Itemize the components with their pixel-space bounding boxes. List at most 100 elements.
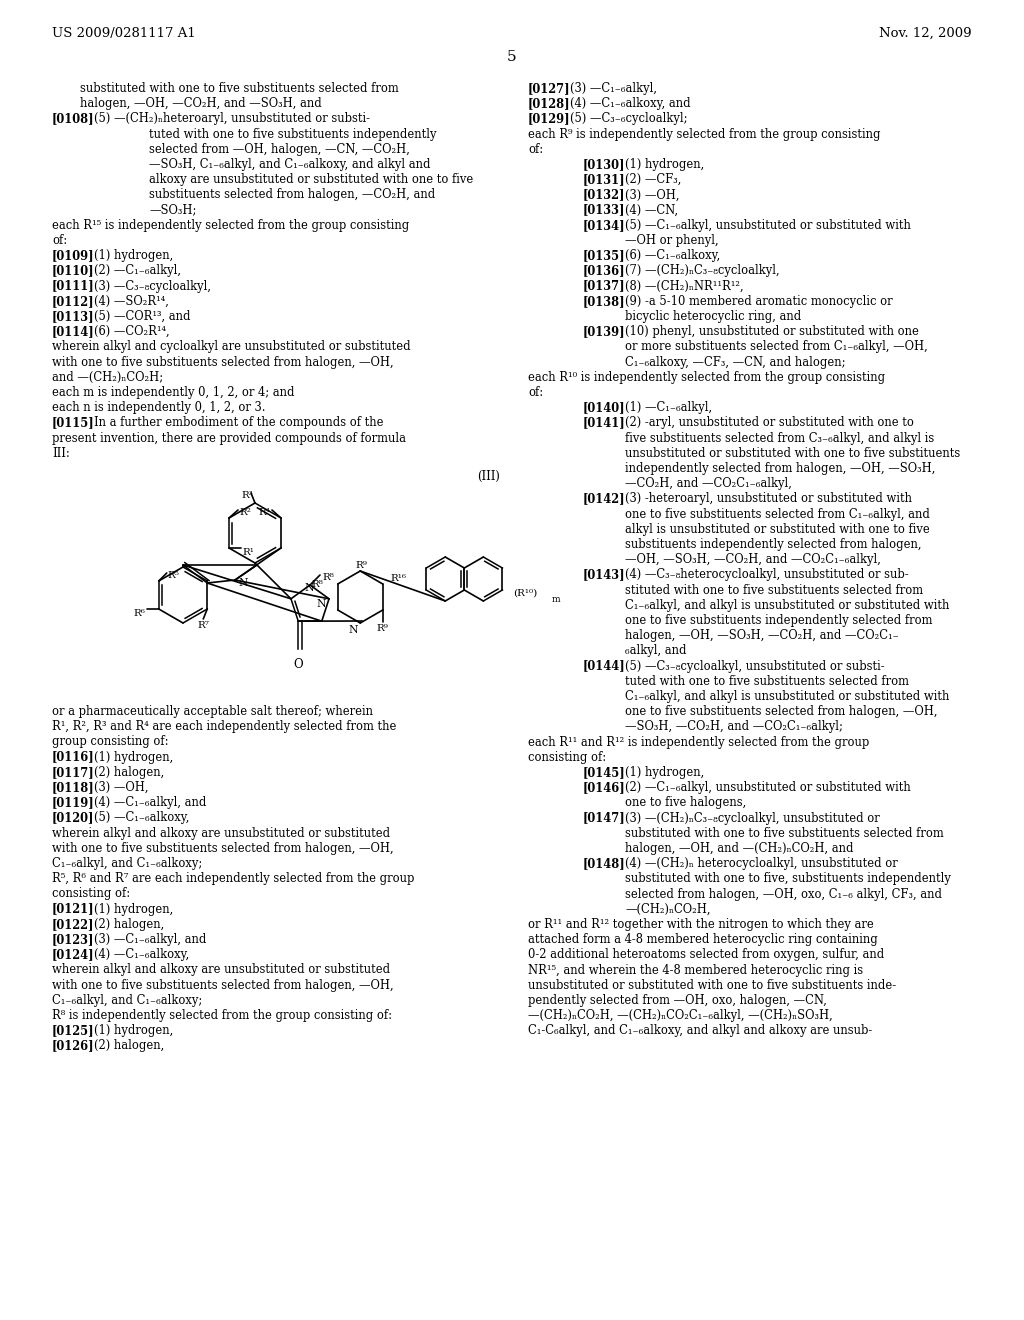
- Text: C₁₋₆alkoxy, —CF₃, —CN, and halogen;: C₁₋₆alkoxy, —CF₃, —CN, and halogen;: [625, 355, 846, 368]
- Text: N: N: [238, 578, 248, 587]
- Text: [0137]: [0137]: [583, 280, 626, 293]
- Text: [0117]: [0117]: [52, 766, 95, 779]
- Text: [0126]: [0126]: [52, 1039, 94, 1052]
- Text: five substituents selected from C₃₋₆alkyl, and alkyl is: five substituents selected from C₃₋₆alky…: [625, 432, 934, 445]
- Text: (1) hydrogen,: (1) hydrogen,: [94, 1024, 173, 1038]
- Text: tuted with one to five substituents independently: tuted with one to five substituents inde…: [150, 128, 436, 141]
- Text: R⁶: R⁶: [134, 609, 145, 618]
- Text: halogen, —OH, —CO₂H, and —SO₃H, and: halogen, —OH, —CO₂H, and —SO₃H, and: [80, 98, 322, 110]
- Text: (7) —(CH₂)ₙC₃₋₈cycloalkyl,: (7) —(CH₂)ₙC₃₋₈cycloalkyl,: [625, 264, 779, 277]
- Text: [0141]: [0141]: [583, 416, 626, 429]
- Text: [0132]: [0132]: [583, 189, 626, 202]
- Text: (5) —COR¹³, and: (5) —COR¹³, and: [94, 310, 190, 323]
- Text: one to five halogens,: one to five halogens,: [625, 796, 746, 809]
- Text: stituted with one to five substituents selected from: stituted with one to five substituents s…: [625, 583, 923, 597]
- Text: [0131]: [0131]: [583, 173, 626, 186]
- Text: one to five substituents independently selected from: one to five substituents independently s…: [625, 614, 933, 627]
- Text: C₁₋₆alkyl, and alkyl is unsubstituted or substituted with: C₁₋₆alkyl, and alkyl is unsubstituted or…: [625, 690, 949, 704]
- Text: R⁴: R⁴: [258, 508, 270, 517]
- Text: N: N: [316, 599, 326, 609]
- Text: (2) —C₁₋₆alkyl, unsubstituted or substituted with: (2) —C₁₋₆alkyl, unsubstituted or substit…: [625, 781, 910, 795]
- Text: each R⁹ is independently selected from the group consisting: each R⁹ is independently selected from t…: [528, 128, 881, 141]
- Text: with one to five substituents selected from halogen, —OH,: with one to five substituents selected f…: [52, 842, 393, 855]
- Text: [0130]: [0130]: [583, 158, 626, 172]
- Text: (3) —OH,: (3) —OH,: [94, 781, 148, 795]
- Text: [0134]: [0134]: [583, 219, 626, 232]
- Text: with one to five substituents selected from halogen, —OH,: with one to five substituents selected f…: [52, 355, 393, 368]
- Text: (6) —CO₂R¹⁴,: (6) —CO₂R¹⁴,: [94, 325, 170, 338]
- Text: or a pharmaceutically acceptable salt thereof; wherein: or a pharmaceutically acceptable salt th…: [52, 705, 373, 718]
- Text: C₁-C₆alkyl, and C₁₋₆alkoxy, and alkyl and alkoxy are unsub-: C₁-C₆alkyl, and C₁₋₆alkoxy, and alkyl an…: [528, 1024, 872, 1038]
- Text: substituted with one to five, substituents independently: substituted with one to five, substituen…: [625, 873, 951, 886]
- Text: R⁹: R⁹: [355, 561, 368, 570]
- Text: (6) —C₁₋₆alkoxy,: (6) —C₁₋₆alkoxy,: [625, 249, 720, 263]
- Text: —CO₂H, and —CO₂C₁₋₆alkyl,: —CO₂H, and —CO₂C₁₋₆alkyl,: [625, 478, 792, 490]
- Text: each m is independently 0, 1, 2, or 4; and: each m is independently 0, 1, 2, or 4; a…: [52, 385, 295, 399]
- Text: unsubstituted or substituted with one to five substituents: unsubstituted or substituted with one to…: [625, 446, 961, 459]
- Text: R²: R²: [239, 508, 251, 517]
- Text: N: N: [349, 624, 358, 635]
- Text: —(CH₂)ₙCO₂H,: —(CH₂)ₙCO₂H,: [625, 903, 711, 916]
- Text: [0143]: [0143]: [583, 569, 626, 581]
- Text: (8) —(CH₂)ₙNR¹¹R¹²,: (8) —(CH₂)ₙNR¹¹R¹²,: [625, 280, 743, 293]
- Text: wherein alkyl and alkoxy are unsubstituted or substituted: wherein alkyl and alkoxy are unsubstitut…: [52, 964, 390, 977]
- Text: R⁷: R⁷: [198, 620, 209, 630]
- Text: halogen, —OH, and —(CH₂)ₙCO₂H, and: halogen, —OH, and —(CH₂)ₙCO₂H, and: [625, 842, 853, 855]
- Text: —OH or phenyl,: —OH or phenyl,: [625, 234, 719, 247]
- Text: (1) hydrogen,: (1) hydrogen,: [94, 249, 173, 263]
- Text: R¹: R¹: [242, 548, 254, 557]
- Text: halogen, —OH, —SO₃H, —CO₂H, and —CO₂C₁₋: halogen, —OH, —SO₃H, —CO₂H, and —CO₂C₁₋: [625, 630, 899, 643]
- Text: (10) phenyl, unsubstituted or substituted with one: (10) phenyl, unsubstituted or substitute…: [625, 325, 919, 338]
- Text: consisting of:: consisting of:: [52, 887, 130, 900]
- Text: and —(CH₂)ₙCO₂H;: and —(CH₂)ₙCO₂H;: [52, 371, 163, 384]
- Text: (5) —C₃₋₈cycloalkyl, unsubstituted or substi-: (5) —C₃₋₈cycloalkyl, unsubstituted or su…: [625, 660, 885, 673]
- Text: tuted with one to five substituents selected from: tuted with one to five substituents sele…: [625, 675, 909, 688]
- Text: [0128]: [0128]: [528, 98, 570, 110]
- Text: (4) —SO₂R¹⁴,: (4) —SO₂R¹⁴,: [94, 294, 169, 308]
- Text: (4) —C₃₋₈heterocycloalkyl, unsubstituted or sub-: (4) —C₃₋₈heterocycloalkyl, unsubstituted…: [625, 569, 908, 581]
- Text: R¹⁶: R¹⁶: [391, 574, 407, 583]
- Text: substituted with one to five substituents selected from: substituted with one to five substituent…: [80, 82, 398, 95]
- Text: [0142]: [0142]: [583, 492, 626, 506]
- Text: (3) —(CH₂)ₙC₃₋₈cycloalkyl, unsubstituted or: (3) —(CH₂)ₙC₃₋₈cycloalkyl, unsubstituted…: [625, 812, 880, 825]
- Text: [0147]: [0147]: [583, 812, 626, 825]
- Text: [0133]: [0133]: [583, 203, 626, 216]
- Text: (5) —C₁₋₆alkoxy,: (5) —C₁₋₆alkoxy,: [94, 812, 189, 825]
- Text: independently selected from halogen, —OH, —SO₃H,: independently selected from halogen, —OH…: [625, 462, 935, 475]
- Text: R⁸: R⁸: [322, 573, 334, 582]
- Text: each n is independently 0, 1, 2, or 3.: each n is independently 0, 1, 2, or 3.: [52, 401, 265, 414]
- Text: [0124]: [0124]: [52, 948, 94, 961]
- Text: bicyclic heterocyclic ring, and: bicyclic heterocyclic ring, and: [625, 310, 801, 323]
- Text: [0146]: [0146]: [583, 781, 626, 795]
- Text: (5) —C₁₋₆alkyl, unsubstituted or substituted with: (5) —C₁₋₆alkyl, unsubstituted or substit…: [625, 219, 911, 232]
- Text: [0116]: [0116]: [52, 751, 95, 763]
- Text: (3) -heteroaryl, unsubstituted or substituted with: (3) -heteroaryl, unsubstituted or substi…: [625, 492, 912, 506]
- Text: (4) —C₁₋₆alkyl, and: (4) —C₁₋₆alkyl, and: [94, 796, 207, 809]
- Text: US 2009/0281117 A1: US 2009/0281117 A1: [52, 26, 196, 40]
- Text: In a further embodiment of the compounds of the: In a further embodiment of the compounds…: [94, 416, 384, 429]
- Text: (4) —C₁₋₆alkoxy, and: (4) —C₁₋₆alkoxy, and: [570, 98, 690, 110]
- Text: [0138]: [0138]: [583, 294, 626, 308]
- Text: N: N: [304, 583, 313, 593]
- Text: or R¹¹ and R¹² together with the nitrogen to which they are: or R¹¹ and R¹² together with the nitroge…: [528, 917, 873, 931]
- Text: —SO₃H;: —SO₃H;: [150, 203, 197, 216]
- Text: [0110]: [0110]: [52, 264, 94, 277]
- Text: (2) —CF₃,: (2) —CF₃,: [625, 173, 681, 186]
- Text: substituents independently selected from halogen,: substituents independently selected from…: [625, 539, 922, 550]
- Text: pendently selected from —OH, oxo, halogen, —CN,: pendently selected from —OH, oxo, haloge…: [528, 994, 826, 1007]
- Text: each R¹¹ and R¹² is independently selected from the group: each R¹¹ and R¹² is independently select…: [528, 735, 869, 748]
- Text: [0136]: [0136]: [583, 264, 626, 277]
- Text: R¹, R², R³ and R⁴ are each independently selected from the: R¹, R², R³ and R⁴ are each independently…: [52, 721, 396, 733]
- Text: (2) halogen,: (2) halogen,: [94, 1039, 164, 1052]
- Text: (5) —(CH₂)ₙheteroaryl, unsubstituted or substi-: (5) —(CH₂)ₙheteroaryl, unsubstituted or …: [94, 112, 370, 125]
- Text: substituents selected from halogen, —CO₂H, and: substituents selected from halogen, —CO₂…: [150, 189, 435, 202]
- Text: (2) -aryl, unsubstituted or substituted with one to: (2) -aryl, unsubstituted or substituted …: [625, 416, 913, 429]
- Text: R⁵, R⁶ and R⁷ are each independently selected from the group: R⁵, R⁶ and R⁷ are each independently sel…: [52, 873, 415, 886]
- Text: [0121]: [0121]: [52, 903, 94, 916]
- Text: (2) halogen,: (2) halogen,: [94, 766, 164, 779]
- Text: 5: 5: [507, 50, 517, 63]
- Text: [0113]: [0113]: [52, 310, 94, 323]
- Text: —SO₃H, —CO₂H, and —CO₂C₁₋₆alkyl;: —SO₃H, —CO₂H, and —CO₂C₁₋₆alkyl;: [625, 721, 843, 734]
- Text: R⁸: R⁸: [311, 579, 323, 589]
- Text: (3) —C₃₋₈cycloalkyl,: (3) —C₃₋₈cycloalkyl,: [94, 280, 211, 293]
